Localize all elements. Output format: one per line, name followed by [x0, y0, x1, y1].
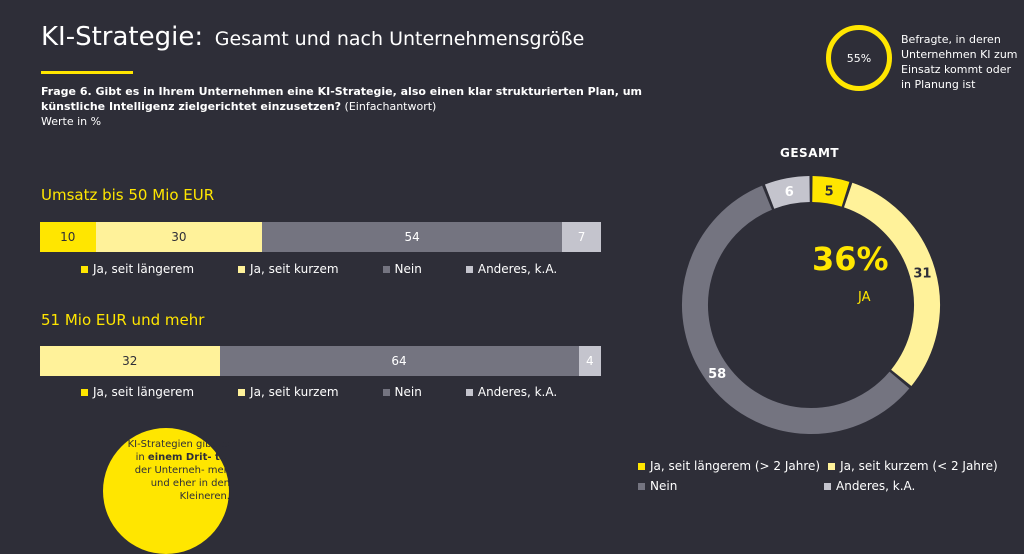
legend-item: Anderes, k.A.	[465, 385, 558, 399]
donut-center-label: JA	[858, 290, 871, 305]
legend-swatch	[382, 265, 390, 273]
donut-legend-item: Anderes, k.A.	[824, 476, 915, 496]
legend-swatch	[638, 462, 645, 470]
highlight-text: Befragte, in deren Unternehmen KI zum Ei…	[901, 33, 1018, 91]
donut-slice-label: 58	[708, 367, 726, 382]
legend-label: Nein	[394, 262, 422, 276]
legend-label: Ja, seit längerem (> 2 Jahre)	[650, 459, 821, 473]
legend-item: Nein	[382, 385, 422, 399]
legend-item: Ja, seit längerem	[81, 262, 194, 276]
legend-label: Anderes, k.A.	[477, 385, 558, 399]
callout-post: der Unterneh- men und eher in den Kleine…	[134, 465, 230, 502]
donut-slice-label: 6	[785, 185, 794, 200]
donut-slice-label: 5	[825, 184, 834, 199]
highlight-value: 55%	[846, 51, 872, 65]
donut-slice	[811, 176, 850, 207]
legend-label: Ja, seit längerem	[93, 385, 195, 399]
legend-item: Anderes, k.A.	[465, 262, 558, 276]
donut-legend: Ja, seit längerem (> 2 Jahre) Ja, seit k…	[638, 456, 1006, 496]
bar-segment: 30	[95, 222, 263, 252]
legend-label: Nein	[650, 479, 678, 493]
legend-swatch	[382, 388, 390, 396]
title-underline	[41, 71, 133, 74]
question-text: Frage 6. Gibt es in Ihrem Unternehmen ei…	[41, 84, 661, 129]
legend-swatch	[81, 265, 88, 273]
legend-swatch	[828, 462, 836, 470]
donut-slice	[764, 176, 811, 209]
callout-circle	[103, 428, 229, 554]
donut-slice	[843, 182, 940, 387]
donut-slice-label: 31	[913, 267, 931, 282]
donut-slice	[682, 185, 910, 434]
donut-legend-item: Ja, seit kurzem (< 2 Jahre)	[828, 456, 998, 476]
legend-item: Ja, seit kurzem	[238, 385, 339, 399]
bar-segment: 4	[578, 346, 601, 376]
title-sub: Gesamt und nach Unternehmensgröße	[214, 28, 585, 50]
bar-chart-2: 32 64 4	[40, 346, 601, 376]
page-title: KI-Strategie: Gesamt und nach Unternehme…	[41, 22, 584, 52]
bar-segment: 32	[40, 346, 220, 376]
donut-title: GESAMT	[780, 146, 840, 160]
legend-swatch	[238, 265, 246, 273]
callout-bold: einem Drit- tel	[147, 452, 230, 463]
callout-pre: KI-Strategien gibt es in	[127, 439, 230, 463]
donut-legend-item: Nein	[638, 476, 816, 496]
legend-label: Anderes, k.A.	[477, 262, 558, 276]
legend-item: Ja, seit längerem	[81, 385, 194, 399]
legend-label: Ja, seit kurzem	[250, 262, 339, 276]
legend-label: Ja, seit kurzem (< 2 Jahre)	[840, 459, 998, 473]
donut-legend-item: Ja, seit längerem (> 2 Jahre)	[638, 456, 820, 476]
legend-swatch	[465, 265, 473, 273]
legend-label: Nein	[394, 385, 422, 399]
legend-label: Ja, seit kurzem	[250, 385, 339, 399]
bar-chart-2-legend: Ja, seit längerem Ja, seit kurzem Nein Ande…	[81, 385, 601, 399]
legend-swatch	[465, 388, 473, 396]
callout-text: KI-Strategien gibt es in einem Drit- tel…	[120, 438, 230, 503]
bar-segment: 10	[40, 222, 96, 252]
bar-segment: 7	[562, 222, 601, 252]
donut-center-value: 36%	[812, 240, 889, 278]
bar-chart-1-legend: Ja, seit längerem Ja, seit kurzem Nein Ande…	[81, 262, 601, 276]
legend-swatch	[824, 482, 831, 490]
legend-swatch	[638, 482, 645, 490]
bar-chart-1-title: Umsatz bis 50 Mio EUR	[41, 186, 215, 204]
donut-chart: 5 31 58 6	[682, 176, 940, 434]
legend-label: Anderes, k.A.	[836, 479, 916, 493]
question-bold: Frage 6. Gibt es in Ihrem Unternehmen ei…	[41, 85, 643, 113]
legend-item: Nein	[382, 262, 422, 276]
title-main: KI-Strategie:	[41, 22, 204, 52]
legend-swatch	[238, 388, 246, 396]
legend-item: Ja, seit kurzem	[238, 262, 339, 276]
question-note: (Einfachantwort)	[344, 100, 437, 113]
legend-label: Ja, seit längerem	[93, 262, 195, 276]
bar-chart-2-title: 51 Mio EUR und mehr	[41, 311, 205, 329]
bar-chart-1: 10 30 54 7	[40, 222, 601, 252]
bar-segment: 64	[219, 346, 579, 376]
unit-note: Werte in %	[41, 115, 102, 128]
legend-swatch	[81, 388, 88, 396]
highlight-circle: 55%	[826, 25, 892, 91]
bar-segment: 54	[262, 222, 563, 252]
